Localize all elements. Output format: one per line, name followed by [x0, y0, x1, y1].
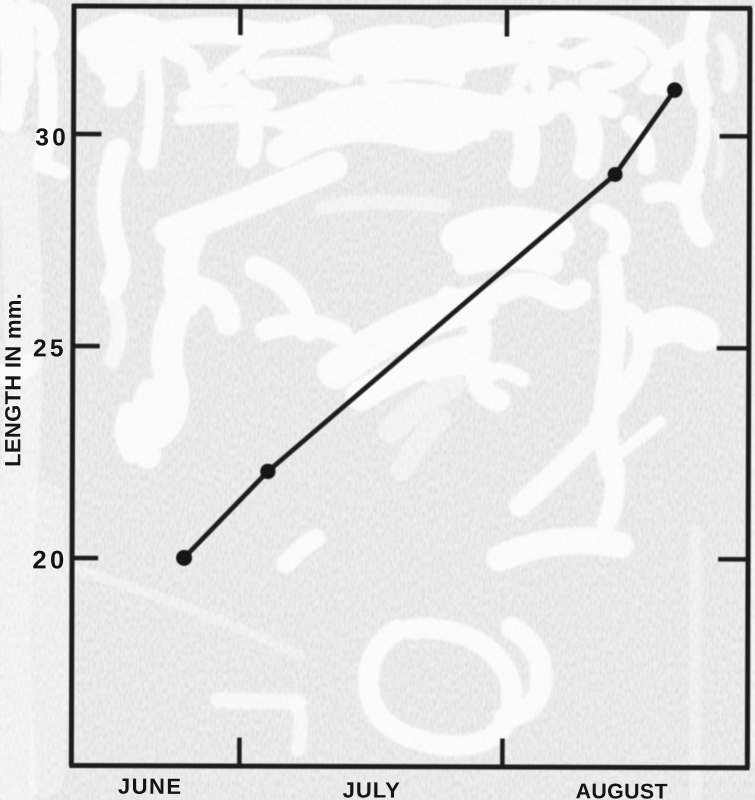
- svg-text:20: 20: [32, 546, 67, 574]
- svg-text:30: 30: [35, 124, 69, 151]
- svg-text:JUNE: JUNE: [118, 774, 183, 799]
- svg-text:JULY: JULY: [343, 777, 401, 800]
- svg-text:25: 25: [33, 335, 67, 362]
- svg-text:LENGTH IN mm.: LENGTH IN mm.: [0, 293, 26, 467]
- svg-text:AUGUST: AUGUST: [576, 779, 668, 800]
